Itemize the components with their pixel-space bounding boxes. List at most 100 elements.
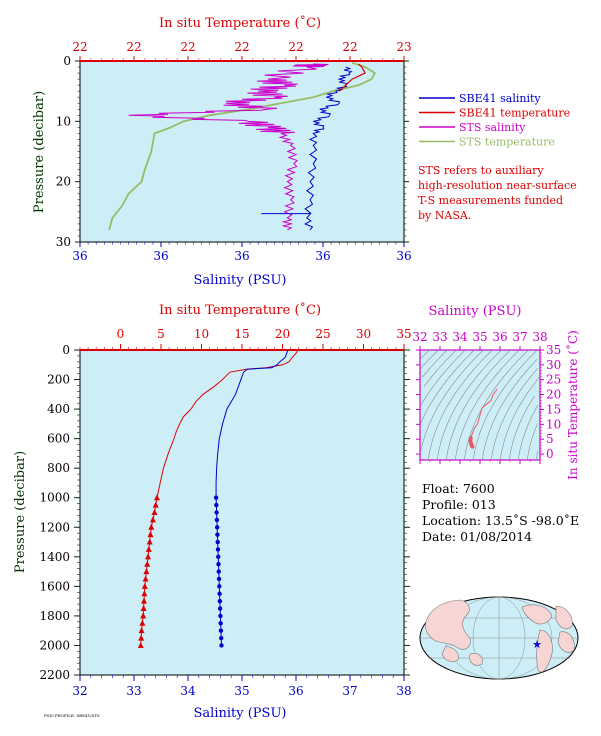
temperature-marker	[141, 582, 148, 589]
temperature-marker	[140, 597, 147, 604]
ts-density-contour	[508, 395, 535, 461]
top-temp-tick-label: 22	[180, 40, 195, 54]
bottom-temp-tick-label: 30	[356, 327, 371, 341]
bottom-pressure-tick-label: 2200	[39, 668, 70, 682]
ts-density-contour	[427, 349, 493, 461]
temperature-marker	[140, 612, 147, 619]
temperature-marker	[145, 545, 152, 552]
top-sal-tick-label: 36	[234, 249, 249, 263]
ts-temp-tick-label: 20	[546, 388, 561, 402]
bottom-plot-area	[79, 349, 405, 676]
temperature-marker	[149, 516, 156, 523]
ts-sal-tick-label: 35	[472, 330, 487, 344]
ts-density-contour	[472, 349, 538, 461]
bottom-pressure-tick-label: 1800	[39, 609, 70, 623]
ts-density-contour	[499, 377, 540, 461]
top-y-label: Pressure (decibar)	[32, 91, 47, 213]
bottom-ticks: 32 33 34 35 36 37 38 0 5 10 15 20 25 30 35 0 200 400 600 80…	[39, 327, 411, 698]
float-id: Float: 7600	[422, 481, 495, 496]
date: Date: 01/08/2014	[422, 529, 533, 544]
bottom-temp-tick-label: 35	[396, 327, 411, 341]
salinity-marker	[215, 547, 221, 552]
ts-density-contour	[419, 349, 430, 360]
temperature-marker	[145, 553, 152, 560]
top-pressure-tick-label: 10	[56, 114, 71, 128]
top-panel: In situ Temperature (˚C) Salinity (PSU) …	[32, 15, 577, 288]
ts-temp-tick-label: 35	[546, 343, 561, 357]
bottom-sal-tick-label: 33	[126, 684, 141, 698]
top-pressure-tick-label: 0	[63, 54, 71, 68]
temperature-marker	[152, 501, 159, 508]
ts-sal-tick-label: 37	[512, 330, 527, 344]
bottom-pressure-tick-label: 1400	[39, 550, 70, 564]
temperature-marker	[140, 605, 147, 612]
ts-density-contour	[454, 349, 520, 461]
salinity-marker	[215, 539, 220, 545]
top-note-line: STS refers to auxiliary	[418, 164, 544, 177]
top-note-line: high-resolution near-surface	[418, 179, 577, 192]
ts-sal-tick-label: 33	[432, 330, 447, 344]
ts-density-contour	[481, 358, 538, 461]
ts-sal-tick-label: 38	[532, 330, 547, 344]
bottom-sal-tick-label: 38	[396, 684, 411, 698]
salinity-marker	[217, 591, 222, 596]
ts-temp-tick-label: 0	[546, 447, 554, 461]
ts-density-contour	[445, 349, 511, 461]
ts-density-contour	[463, 349, 529, 461]
temperature-marker	[148, 523, 155, 530]
bottom-pressure-tick-label: 1600	[39, 579, 70, 593]
temperature-marker	[151, 509, 158, 515]
top-temp-tick-label: 22	[72, 40, 87, 54]
ts-temp-tick-label: 30	[546, 358, 561, 372]
top-series-line	[338, 63, 366, 92]
temperature-marker	[139, 619, 146, 626]
ts-density-contour	[490, 368, 538, 461]
salinity-marker	[216, 569, 221, 574]
salinity-marker	[214, 510, 219, 515]
temperature-marker	[137, 641, 144, 648]
top-note: STS refers to auxiliary high-resolution n…	[418, 164, 577, 222]
bottom-pressure-tick-label: 2000	[39, 638, 70, 652]
salinity-marker	[217, 606, 223, 611]
top-plot-area	[79, 60, 405, 243]
temperature-marker	[138, 634, 145, 641]
top-note-line: by NASA.	[418, 209, 471, 222]
top-series-line	[128, 63, 329, 231]
bottom-temp-tick-label: 10	[194, 327, 209, 341]
salinity-marker	[218, 621, 223, 626]
map-land	[425, 599, 575, 673]
bottom-temp-tick-label: 15	[234, 327, 249, 341]
ts-temp-tick-label: 25	[546, 373, 561, 387]
bottom-pressure-tick-label: 800	[47, 461, 70, 475]
salinity-marker	[219, 643, 224, 648]
bottom-temp-tick-label: 25	[315, 327, 330, 341]
top-sal-tick-label: 36	[315, 249, 330, 263]
ts-x-label: Salinity (PSU)	[429, 304, 522, 319]
bottom-pressure-tick-label: 600	[47, 432, 70, 446]
top-pressure-tick-label: 20	[56, 175, 71, 189]
ts-density-contours	[419, 349, 540, 461]
ts-density-contour	[420, 349, 475, 424]
top-temp-tick-label: 22	[342, 40, 357, 54]
temperature-marker	[146, 538, 153, 545]
float-location-star: ★	[532, 638, 542, 651]
salinity-marker	[216, 562, 221, 567]
salinity-marker	[215, 532, 220, 537]
salinity-marker	[216, 554, 221, 560]
ts-sal-tick-label: 32	[412, 330, 427, 344]
ts-panel: Salinity (PSU) In situ Temperature (˚C) …	[412, 304, 580, 480]
ts-temp-tick-label: 10	[546, 417, 561, 431]
ts-density-contour	[423, 349, 457, 387]
bottom-temp-tick-label: 0	[117, 327, 125, 341]
salinity-marker	[213, 495, 219, 500]
legend-label: SBE41 salinity	[459, 92, 541, 105]
top-sal-tick-label: 36	[72, 249, 87, 263]
ts-point	[470, 444, 475, 449]
legend-label: STS temperature	[459, 136, 555, 149]
bottom-pressure-tick-label: 200	[47, 373, 70, 387]
bottom-series	[137, 349, 299, 648]
salinity-marker	[218, 613, 223, 619]
